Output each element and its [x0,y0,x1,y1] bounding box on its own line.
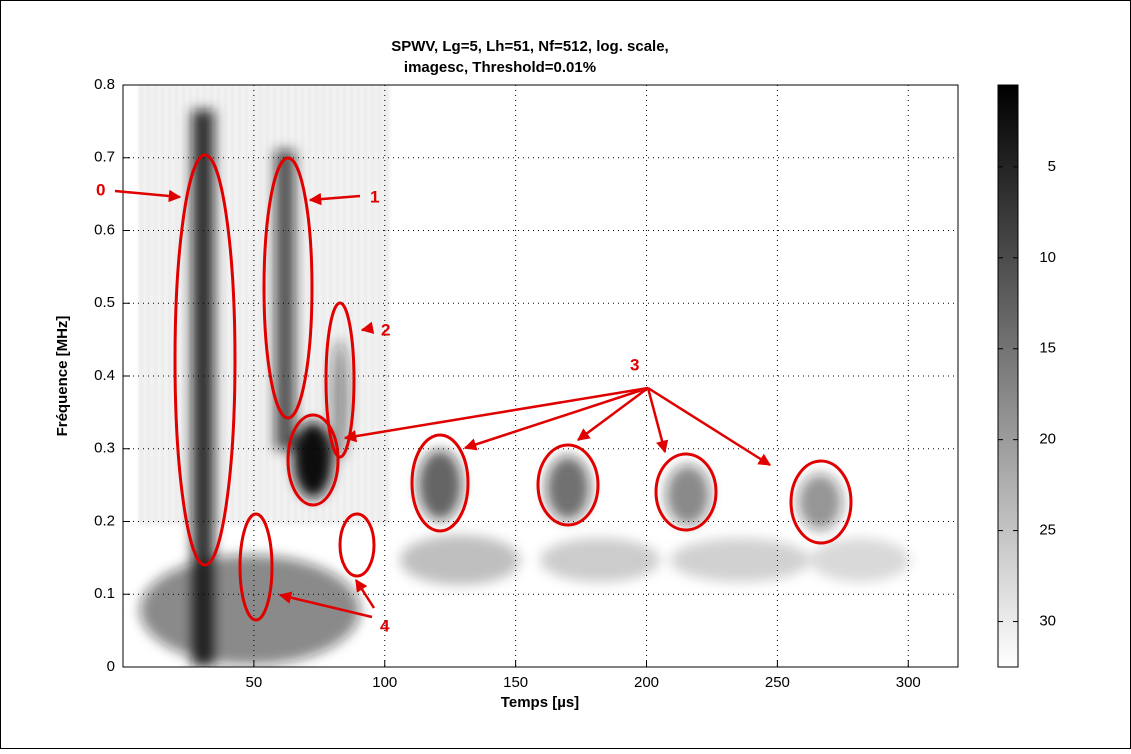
spectrogram [123,85,958,667]
chart-title: SPWV, Lg=5, Lh=51, Nf=512, log. scale, [391,38,668,55]
x-tick-label: 250 [765,674,790,691]
y-axis-label: Fréquence [MHz] [54,316,71,437]
y-tick-label: 0.5 [94,294,115,311]
x-tick-label: 200 [634,674,659,691]
colorbar [997,84,1019,668]
annotation-label: 2 [381,320,390,339]
y-tick-label: 0.8 [94,76,115,93]
annotation-arrows [114,189,772,619]
chart-title: imagesc, Threshold=0.01% [404,59,596,76]
x-axis-label: Temps [µs] [501,694,579,711]
y-tick-label: 0 [107,658,115,675]
colorbar-tick-label: 10 [1039,249,1056,266]
x-tick-label: 50 [246,674,263,691]
x-tick-label: 150 [503,674,528,691]
annotation-label: 1 [370,187,379,206]
y-tick-label: 0.1 [94,585,115,602]
annotation-label: 0 [96,180,105,199]
x-tick-label: 100 [372,674,397,691]
annotation-shapes [173,153,853,622]
y-tick-label: 0.7 [94,149,115,166]
x-tick-label: 300 [896,674,921,691]
y-tick-label: 0.6 [94,221,115,238]
colorbar-tick-label: 5 [1048,158,1056,175]
colorbar-tick-label: 15 [1039,340,1056,357]
y-tick-label: 0.2 [94,512,115,529]
annotation-label: 4 [380,616,390,635]
y-tick-label: 0.3 [94,440,115,457]
colorbar-tick-label: 20 [1039,431,1056,448]
y-tick-label: 0.4 [94,367,115,384]
colorbar-tick-label: 30 [1039,613,1056,630]
annotation-label: 3 [630,355,639,374]
colorbar-tick-label: 25 [1039,522,1056,539]
